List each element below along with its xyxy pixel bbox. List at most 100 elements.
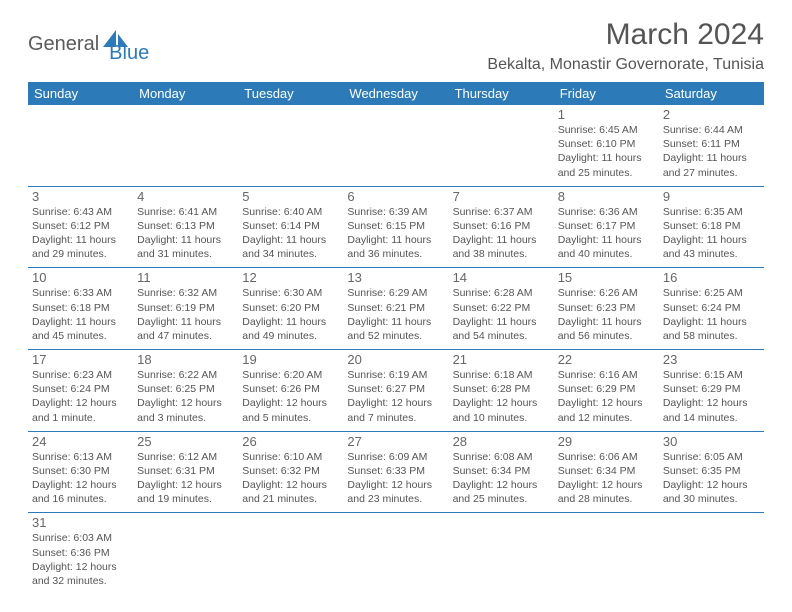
calendar-cell (659, 513, 764, 594)
day-info: Sunrise: 6:09 AMSunset: 6:33 PMDaylight:… (347, 450, 444, 507)
calendar-table: Sunday Monday Tuesday Wednesday Thursday… (28, 82, 764, 594)
calendar-cell: 17Sunrise: 6:23 AMSunset: 6:24 PMDayligh… (28, 350, 133, 432)
day-info: Sunrise: 6:22 AMSunset: 6:25 PMDaylight:… (137, 368, 234, 425)
calendar-cell (28, 105, 133, 186)
day-info: Sunrise: 6:03 AMSunset: 6:36 PMDaylight:… (32, 531, 129, 588)
day-number: 19 (242, 352, 339, 367)
day-number: 15 (558, 270, 655, 285)
day-info: Sunrise: 6:13 AMSunset: 6:30 PMDaylight:… (32, 450, 129, 507)
day-info: Sunrise: 6:30 AMSunset: 6:20 PMDaylight:… (242, 286, 339, 343)
day-info: Sunrise: 6:18 AMSunset: 6:28 PMDaylight:… (453, 368, 550, 425)
calendar-cell: 3Sunrise: 6:43 AMSunset: 6:12 PMDaylight… (28, 186, 133, 268)
calendar-week: 1Sunrise: 6:45 AMSunset: 6:10 PMDaylight… (28, 105, 764, 186)
day-info: Sunrise: 6:45 AMSunset: 6:10 PMDaylight:… (558, 123, 655, 180)
calendar-cell: 27Sunrise: 6:09 AMSunset: 6:33 PMDayligh… (343, 431, 448, 513)
day-info: Sunrise: 6:10 AMSunset: 6:32 PMDaylight:… (242, 450, 339, 507)
day-info: Sunrise: 6:20 AMSunset: 6:26 PMDaylight:… (242, 368, 339, 425)
calendar-cell: 30Sunrise: 6:05 AMSunset: 6:35 PMDayligh… (659, 431, 764, 513)
calendar-week: 31Sunrise: 6:03 AMSunset: 6:36 PMDayligh… (28, 513, 764, 594)
day-number: 24 (32, 434, 129, 449)
day-number: 7 (453, 189, 550, 204)
day-info: Sunrise: 6:28 AMSunset: 6:22 PMDaylight:… (453, 286, 550, 343)
day-info: Sunrise: 6:12 AMSunset: 6:31 PMDaylight:… (137, 450, 234, 507)
day-info: Sunrise: 6:19 AMSunset: 6:27 PMDaylight:… (347, 368, 444, 425)
calendar-week: 24Sunrise: 6:13 AMSunset: 6:30 PMDayligh… (28, 431, 764, 513)
calendar-cell: 15Sunrise: 6:26 AMSunset: 6:23 PMDayligh… (554, 268, 659, 350)
day-info: Sunrise: 6:33 AMSunset: 6:18 PMDaylight:… (32, 286, 129, 343)
day-header-row: Sunday Monday Tuesday Wednesday Thursday… (28, 82, 764, 105)
day-info: Sunrise: 6:39 AMSunset: 6:15 PMDaylight:… (347, 205, 444, 262)
day-info: Sunrise: 6:41 AMSunset: 6:13 PMDaylight:… (137, 205, 234, 262)
dayhead-fri: Friday (554, 82, 659, 105)
day-number: 26 (242, 434, 339, 449)
day-info: Sunrise: 6:16 AMSunset: 6:29 PMDaylight:… (558, 368, 655, 425)
day-info: Sunrise: 6:25 AMSunset: 6:24 PMDaylight:… (663, 286, 760, 343)
calendar-cell (238, 513, 343, 594)
day-number: 2 (663, 107, 760, 122)
day-number: 17 (32, 352, 129, 367)
day-info: Sunrise: 6:08 AMSunset: 6:34 PMDaylight:… (453, 450, 550, 507)
calendar-cell (238, 105, 343, 186)
day-number: 29 (558, 434, 655, 449)
calendar-cell: 31Sunrise: 6:03 AMSunset: 6:36 PMDayligh… (28, 513, 133, 594)
dayhead-thu: Thursday (449, 82, 554, 105)
calendar-cell: 5Sunrise: 6:40 AMSunset: 6:14 PMDaylight… (238, 186, 343, 268)
calendar-cell: 29Sunrise: 6:06 AMSunset: 6:34 PMDayligh… (554, 431, 659, 513)
month-title: March 2024 (487, 18, 764, 52)
calendar-cell: 26Sunrise: 6:10 AMSunset: 6:32 PMDayligh… (238, 431, 343, 513)
day-number: 6 (347, 189, 444, 204)
calendar-cell: 18Sunrise: 6:22 AMSunset: 6:25 PMDayligh… (133, 350, 238, 432)
day-info: Sunrise: 6:15 AMSunset: 6:29 PMDaylight:… (663, 368, 760, 425)
day-number: 16 (663, 270, 760, 285)
day-number: 23 (663, 352, 760, 367)
day-info: Sunrise: 6:40 AMSunset: 6:14 PMDaylight:… (242, 205, 339, 262)
calendar-week: 17Sunrise: 6:23 AMSunset: 6:24 PMDayligh… (28, 350, 764, 432)
calendar-cell (343, 105, 448, 186)
calendar-cell: 24Sunrise: 6:13 AMSunset: 6:30 PMDayligh… (28, 431, 133, 513)
calendar-cell (133, 513, 238, 594)
calendar-cell: 13Sunrise: 6:29 AMSunset: 6:21 PMDayligh… (343, 268, 448, 350)
dayhead-wed: Wednesday (343, 82, 448, 105)
day-number: 18 (137, 352, 234, 367)
day-info: Sunrise: 6:26 AMSunset: 6:23 PMDaylight:… (558, 286, 655, 343)
dayhead-mon: Monday (133, 82, 238, 105)
calendar-cell: 23Sunrise: 6:15 AMSunset: 6:29 PMDayligh… (659, 350, 764, 432)
day-number: 11 (137, 270, 234, 285)
day-number: 27 (347, 434, 444, 449)
calendar-cell: 10Sunrise: 6:33 AMSunset: 6:18 PMDayligh… (28, 268, 133, 350)
calendar-cell: 25Sunrise: 6:12 AMSunset: 6:31 PMDayligh… (133, 431, 238, 513)
logo-text-general: General (28, 33, 99, 56)
logo: General Blue (28, 24, 149, 65)
day-number: 14 (453, 270, 550, 285)
logo-text-blue: Blue (109, 42, 149, 65)
day-info: Sunrise: 6:05 AMSunset: 6:35 PMDaylight:… (663, 450, 760, 507)
day-number: 22 (558, 352, 655, 367)
day-info: Sunrise: 6:23 AMSunset: 6:24 PMDaylight:… (32, 368, 129, 425)
calendar-cell: 6Sunrise: 6:39 AMSunset: 6:15 PMDaylight… (343, 186, 448, 268)
calendar-cell: 2Sunrise: 6:44 AMSunset: 6:11 PMDaylight… (659, 105, 764, 186)
day-info: Sunrise: 6:32 AMSunset: 6:19 PMDaylight:… (137, 286, 234, 343)
day-info: Sunrise: 6:29 AMSunset: 6:21 PMDaylight:… (347, 286, 444, 343)
calendar-cell: 11Sunrise: 6:32 AMSunset: 6:19 PMDayligh… (133, 268, 238, 350)
day-number: 1 (558, 107, 655, 122)
day-number: 28 (453, 434, 550, 449)
calendar-cell (133, 105, 238, 186)
calendar-cell: 8Sunrise: 6:36 AMSunset: 6:17 PMDaylight… (554, 186, 659, 268)
day-info: Sunrise: 6:43 AMSunset: 6:12 PMDaylight:… (32, 205, 129, 262)
dayhead-sat: Saturday (659, 82, 764, 105)
calendar-cell: 20Sunrise: 6:19 AMSunset: 6:27 PMDayligh… (343, 350, 448, 432)
header: General Blue March 2024 Bekalta, Monasti… (28, 18, 764, 74)
day-number: 30 (663, 434, 760, 449)
day-number: 10 (32, 270, 129, 285)
day-number: 3 (32, 189, 129, 204)
calendar-cell: 9Sunrise: 6:35 AMSunset: 6:18 PMDaylight… (659, 186, 764, 268)
calendar-cell (449, 105, 554, 186)
day-number: 4 (137, 189, 234, 204)
day-number: 13 (347, 270, 444, 285)
calendar-cell: 21Sunrise: 6:18 AMSunset: 6:28 PMDayligh… (449, 350, 554, 432)
calendar-cell: 12Sunrise: 6:30 AMSunset: 6:20 PMDayligh… (238, 268, 343, 350)
calendar-cell (554, 513, 659, 594)
day-number: 5 (242, 189, 339, 204)
calendar-cell (343, 513, 448, 594)
calendar-cell (449, 513, 554, 594)
